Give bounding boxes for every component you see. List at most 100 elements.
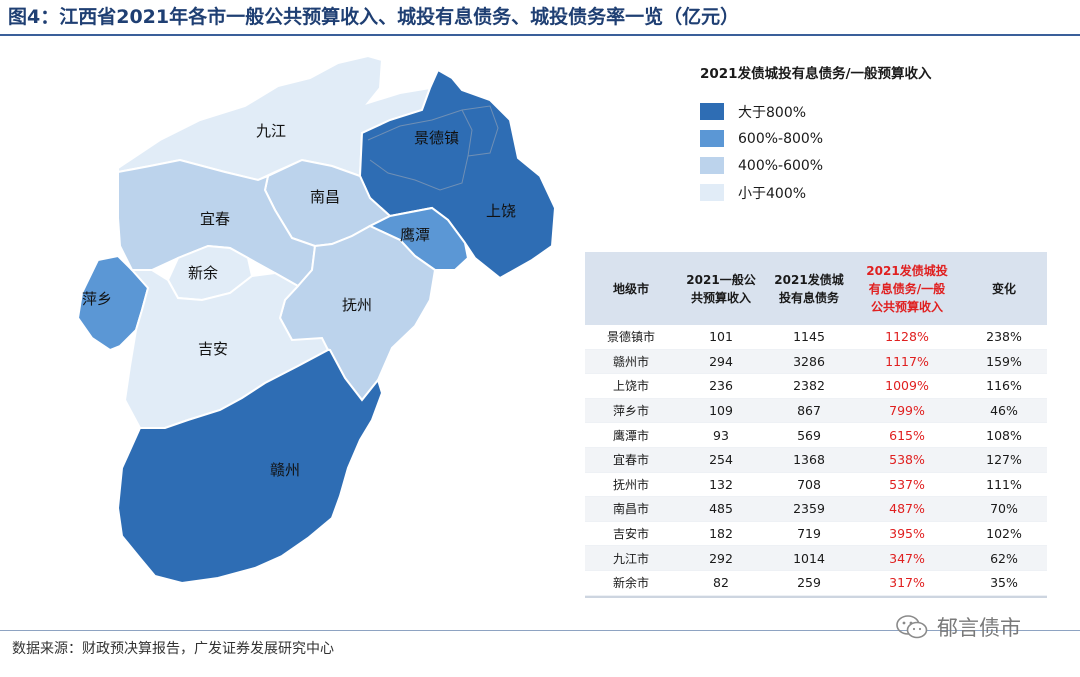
- legend-label: 400%-600%: [738, 157, 824, 174]
- cell-city: 赣州市: [585, 349, 677, 375]
- header-revenue: 2021一般公 共预算收入: [677, 252, 765, 325]
- cell-ratio: 1117%: [853, 349, 961, 375]
- wechat-icon: [896, 615, 928, 639]
- header-city: 地级市: [585, 252, 677, 325]
- cell-revenue: 294: [677, 349, 765, 375]
- cell-city: 新余市: [585, 570, 677, 596]
- cell-ratio: 347%: [853, 545, 961, 571]
- map-legend: 2021发债城投有息债务/一般预算收入 大于800% 600%-800% 400…: [700, 62, 1060, 206]
- cell-revenue: 182: [677, 521, 765, 547]
- cell-debt: 3286: [765, 349, 853, 375]
- cell-revenue: 101: [677, 325, 765, 350]
- legend-label: 大于800%: [738, 104, 807, 121]
- cell-change: 111%: [961, 472, 1047, 498]
- table-row: 九江市 292 1014 347% 62%: [585, 545, 1047, 571]
- cell-change: 70%: [961, 496, 1047, 522]
- cell-revenue: 485: [677, 496, 765, 522]
- legend-item-under-400: 小于400%: [700, 179, 1060, 206]
- label-jiujiang: 九江: [256, 122, 286, 140]
- footer-divider: [0, 630, 1080, 631]
- header-ratio: 2021发债城投 有息债务/一般 公共预算收入: [853, 252, 961, 325]
- label-yingtan: 鹰潭: [400, 226, 430, 244]
- table-row: 新余市 82 259 317% 35%: [585, 570, 1047, 596]
- label-shangrao: 上饶: [486, 202, 516, 220]
- cell-change: 159%: [961, 349, 1047, 375]
- cell-city: 九江市: [585, 545, 677, 571]
- legend-label: 小于400%: [738, 185, 807, 202]
- table-header-row: 地级市 2021一般公 共预算收入 2021发债城 投有息债务 2021发债城投 有息…: [585, 252, 1047, 325]
- table-row: 赣州市 294 3286 1117% 159%: [585, 349, 1047, 375]
- cell-revenue: 109: [677, 398, 765, 424]
- jingdezhen-boundary-2: [461, 105, 499, 157]
- table-bottom-rule: [585, 595, 1047, 598]
- table-row: 南昌市 485 2359 487% 70%: [585, 496, 1047, 522]
- watermark: 郁言债市: [895, 612, 1021, 642]
- cell-ratio: 537%: [853, 472, 961, 498]
- cell-debt: 569: [765, 422, 853, 448]
- source-note: 数据来源：财政预决算报告，广发证券发展研究中心: [12, 641, 334, 657]
- label-nanchang: 南昌: [310, 188, 340, 206]
- cell-change: 238%: [961, 325, 1047, 350]
- cell-revenue: 132: [677, 472, 765, 498]
- cell-ratio: 487%: [853, 496, 961, 522]
- label-jian: 吉安: [198, 340, 228, 358]
- cell-debt: 2382: [765, 373, 853, 399]
- label-xinyu: 新余: [188, 264, 218, 282]
- cell-ratio: 615%: [853, 422, 961, 448]
- cell-debt: 708: [765, 472, 853, 498]
- map-svg: 九江 景德镇 上饶 南昌 宜春 鹰潭 新余 萍乡 抚州 吉安 赣州: [76, 54, 557, 585]
- label-ganzhou: 赣州: [270, 461, 300, 479]
- table-row: 抚州市 132 708 537% 111%: [585, 472, 1047, 498]
- cell-city: 宜春市: [585, 447, 677, 473]
- cell-city: 鹰潭市: [585, 422, 677, 448]
- cell-ratio: 317%: [853, 570, 961, 596]
- cell-city: 抚州市: [585, 472, 677, 498]
- legend-item-over-800: 大于800%: [700, 98, 1060, 125]
- legend-swatch: [700, 157, 724, 174]
- legend-swatch: [700, 103, 724, 120]
- table-row: 吉安市 182 719 395% 102%: [585, 521, 1047, 547]
- cell-debt: 2359: [765, 496, 853, 522]
- cell-debt: 719: [765, 521, 853, 547]
- table-row: 鹰潭市 93 569 615% 108%: [585, 422, 1047, 448]
- cell-debt: 867: [765, 398, 853, 424]
- jiangxi-map: 九江 景德镇 上饶 南昌 宜春 鹰潭 新余 萍乡 抚州 吉安 赣州: [70, 48, 570, 593]
- table-row: 景德镇市 101 1145 1128% 238%: [585, 325, 1047, 350]
- cell-ratio: 395%: [853, 521, 961, 547]
- cell-city: 萍乡市: [585, 398, 677, 424]
- cell-change: 62%: [961, 545, 1047, 571]
- label-fuzhou: 抚州: [342, 296, 372, 314]
- cell-change: 108%: [961, 422, 1047, 448]
- legend-item-600-800: 600%-800%: [700, 125, 1060, 152]
- cell-city: 南昌市: [585, 496, 677, 522]
- title-divider: [0, 34, 1080, 36]
- label-jingdezhen: 景德镇: [414, 129, 459, 147]
- legend-title: 2021发债城投有息债务/一般预算收入: [700, 66, 932, 82]
- cell-ratio: 538%: [853, 447, 961, 473]
- region-ganzhou: [116, 349, 384, 585]
- cell-ratio: 1009%: [853, 373, 961, 399]
- cell-debt: 1145: [765, 325, 853, 350]
- figure-title: 图4：江西省2021年各市一般公共预算收入、城投有息债务、城投债务率一览（亿元）: [8, 6, 740, 28]
- label-pingxiang: 萍乡: [82, 290, 112, 308]
- cell-debt: 1368: [765, 447, 853, 473]
- legend-swatch: [700, 184, 724, 201]
- table-body: 景德镇市 101 1145 1128% 238% 赣州市 294 3286 1117% 159% 上…: [585, 325, 1047, 596]
- cell-change: 35%: [961, 570, 1047, 596]
- legend-label: 600%-800%: [738, 130, 824, 147]
- cell-ratio: 799%: [853, 398, 961, 424]
- table-row: 宜春市 254 1368 538% 127%: [585, 447, 1047, 473]
- header-change: 变化: [961, 252, 1047, 325]
- cell-change: 46%: [961, 398, 1047, 424]
- label-yichun: 宜春: [200, 210, 230, 228]
- cell-revenue: 254: [677, 447, 765, 473]
- cell-city: 景德镇市: [585, 325, 677, 350]
- header-debt: 2021发债城 投有息债务: [765, 252, 853, 325]
- cell-revenue: 82: [677, 570, 765, 596]
- legend-item-400-600: 400%-600%: [700, 152, 1060, 179]
- cell-city: 吉安市: [585, 521, 677, 547]
- cell-revenue: 292: [677, 545, 765, 571]
- debt-table: 地级市 2021一般公 共预算收入 2021发债城 投有息债务 2021发债城投 有息…: [585, 252, 1047, 596]
- table-row: 上饶市 236 2382 1009% 116%: [585, 373, 1047, 399]
- cell-revenue: 93: [677, 422, 765, 448]
